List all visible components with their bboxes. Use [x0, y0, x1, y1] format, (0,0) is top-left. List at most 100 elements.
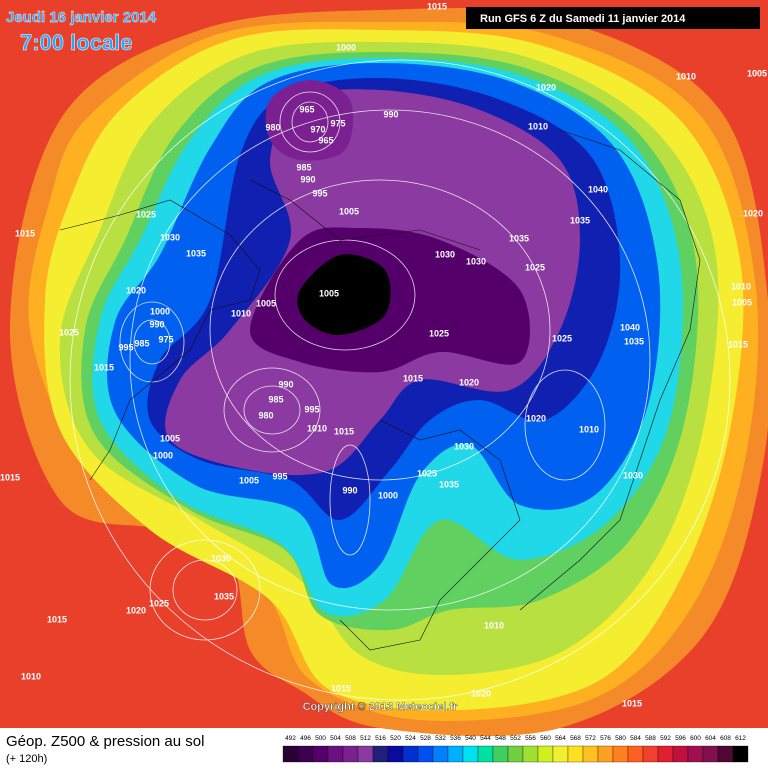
- colorbar-label: 572: [585, 735, 596, 742]
- isobar-label: 990: [149, 319, 164, 329]
- isobar-label: 975: [330, 118, 345, 128]
- isobar-label: 1000: [153, 450, 173, 460]
- colorbar-swatch: [522, 745, 539, 763]
- isobar-label: 1000: [378, 490, 398, 500]
- colorbar-swatch: [717, 745, 734, 763]
- colorbar-swatch: [567, 745, 584, 763]
- isobar-label: 1025: [149, 598, 169, 608]
- isobar-label: 990: [383, 109, 398, 119]
- footer-title: Géop. Z500 & pression au sol: [6, 733, 204, 750]
- colorbar-label: 528: [420, 735, 431, 742]
- isobar-label: 1040: [588, 184, 608, 194]
- isobar-label: 1020: [471, 688, 491, 698]
- isobar-label: 1005: [239, 475, 259, 485]
- isobar-label: 1015: [622, 698, 642, 708]
- colorbar-label: 524: [405, 735, 416, 742]
- isobar-label: 1015: [0, 472, 20, 482]
- colorbar-label: 544: [480, 735, 491, 742]
- isobar-label: 1030: [454, 441, 474, 451]
- isobar-labels: 1015 1000 1010 1005 1020 965 990 970 975 965 980 10…: [0, 1, 767, 708]
- isobar-label: 990: [342, 485, 357, 495]
- isobar-label: 1010: [731, 281, 751, 291]
- colorbar-swatch: [447, 745, 464, 763]
- colorbar-swatch: [672, 745, 689, 763]
- colorbar-swatch: [627, 745, 644, 763]
- colorbar-label: 600: [690, 735, 701, 742]
- coastlines: [59, 129, 701, 651]
- isobar-label: 1025: [552, 333, 572, 343]
- colorbar-label: 504: [330, 735, 341, 742]
- isobar-label: 1005: [339, 206, 359, 216]
- isobar-label: 1035: [439, 479, 459, 489]
- isobar-label: 995: [312, 188, 327, 198]
- isobar-label: 970: [310, 124, 325, 134]
- isobar-label: 975: [158, 334, 173, 344]
- isobar-label: 1015: [94, 362, 114, 372]
- isobar-label: 1015: [403, 373, 423, 383]
- colorbar-label: 548: [495, 735, 506, 742]
- isobar-label: 1015: [331, 683, 351, 693]
- isobar-label: 1035: [214, 591, 234, 601]
- isobar-label: 1025: [525, 262, 545, 272]
- colorbar-label: 568: [570, 735, 581, 742]
- colorbar-label: 540: [465, 735, 476, 742]
- isobar-label: 985: [268, 394, 283, 404]
- isobar-label: 1010: [307, 423, 327, 433]
- isobar-label: 1000: [336, 42, 356, 52]
- colorbar-swatch: [282, 745, 299, 763]
- colorbar-swatch: [342, 745, 359, 763]
- isobar-label: 1010: [21, 671, 41, 681]
- colorbar-swatch: [372, 745, 389, 763]
- colorbar-swatch: [357, 745, 374, 763]
- isobar-label: 980: [258, 410, 273, 420]
- isobar-label: 1010: [231, 308, 251, 318]
- run-info: Run GFS 6 Z du Samedi 11 janvier 2014: [480, 13, 686, 25]
- isobar-label: 1035: [509, 233, 529, 243]
- colorbar-swatch: [312, 745, 329, 763]
- colorbar-label: 552: [510, 735, 521, 742]
- colorbar-swatch: [462, 745, 479, 763]
- isobar-label: 1015: [334, 426, 354, 436]
- isobar-label: 990: [300, 174, 315, 184]
- isobar-label: 985: [296, 162, 311, 172]
- colorbar-label: 596: [675, 735, 686, 742]
- isobar-label: 1025: [136, 209, 156, 219]
- isobar-label: 980: [265, 122, 280, 132]
- colorbar-swatch: [732, 745, 749, 763]
- isobar-label: 1030: [160, 232, 180, 242]
- colorbar-swatch: [687, 745, 704, 763]
- isobar-label: 985: [134, 338, 149, 348]
- isobar-label: 1005: [747, 68, 767, 78]
- colorbar-swatch: [417, 745, 434, 763]
- isobar-label: 1010: [676, 71, 696, 81]
- isobar-label: 1015: [728, 339, 748, 349]
- isobar-label: 1015: [47, 614, 67, 624]
- colorbar-label: 564: [555, 735, 566, 742]
- forecast-date: Jeudi 16 janvier 2014: [6, 9, 157, 26]
- isobar-label: 1005: [732, 297, 752, 307]
- colorbar-swatch: [642, 745, 659, 763]
- copyright: Copyright © 2013 Meteociel.fr: [303, 701, 459, 713]
- colorbar-label: 576: [600, 735, 611, 742]
- colorbar-label: 592: [660, 735, 671, 742]
- isobar-label: 1025: [429, 328, 449, 338]
- isobar-label: 1005: [256, 298, 276, 308]
- colorbar-label: 496: [300, 735, 311, 742]
- height-band: [297, 254, 391, 336]
- height-band: [265, 80, 354, 161]
- colorbar-label: 536: [450, 735, 461, 742]
- isobar-label: 1035: [570, 215, 590, 225]
- isobar-label: 1035: [624, 336, 644, 346]
- isobar-label: 990: [278, 379, 293, 389]
- isobar-label: 1010: [484, 620, 504, 630]
- colorbar-swatch: [327, 745, 344, 763]
- colorbar-label: 516: [375, 735, 386, 742]
- isobar-label: 1020: [126, 605, 146, 615]
- isobar-label: 1005: [160, 433, 180, 443]
- colorbar-label: 492: [285, 735, 296, 742]
- colorbar-swatch: [597, 745, 614, 763]
- run-box: [466, 7, 760, 29]
- isobar-label: 995: [272, 471, 287, 481]
- geopotential-fields: [10, 7, 768, 737]
